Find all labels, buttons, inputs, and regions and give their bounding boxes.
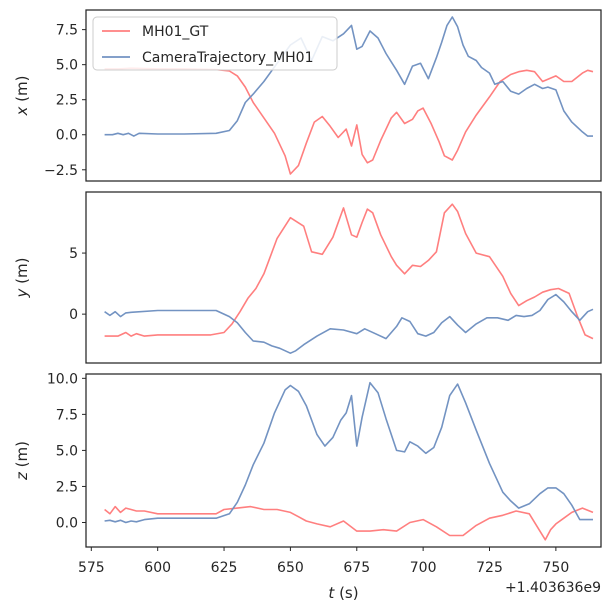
x-tick-label: 725: [476, 560, 503, 576]
y-tick-label: 5.0: [56, 443, 78, 459]
y-tick-label: 0.0: [56, 128, 78, 144]
x-offset-label: +1.403636e9: [505, 580, 601, 596]
series-line-camera: [104, 293, 594, 354]
y-tick-label: 2.5: [56, 93, 78, 109]
axes-frame: [85, 191, 602, 364]
series-line-camera: [104, 381, 593, 524]
y-tick-label: 7.5: [56, 23, 78, 39]
x-tick-label: 650: [277, 560, 304, 576]
y-tick-label: 10.0: [47, 371, 78, 387]
y-tick-label: 5.0: [56, 58, 78, 74]
y-tick-label: 0: [69, 307, 78, 323]
y-axis-label: x (m): [13, 76, 31, 117]
y-tick-label: −2.5: [44, 163, 78, 179]
x-tick-label: 625: [211, 560, 238, 576]
y-axis-label: z (m): [13, 441, 31, 481]
x-tick-label: 700: [410, 560, 437, 576]
x-tick-label: 675: [343, 560, 370, 576]
axes-frame: [85, 373, 602, 548]
y-tick-label: 7.5: [56, 407, 78, 423]
x-axis-label: t (s): [328, 584, 358, 602]
panel-3: 10.0 7.5 5.0 2.5 0.0 z (m) 575 600 625 650 675 700 7…: [13, 371, 602, 602]
panel-2: 5 0 y (m): [13, 191, 602, 364]
legend-label-gt: MH01_GT: [142, 24, 209, 40]
x-tick-label: 750: [543, 560, 570, 576]
series-line-camera: [104, 16, 593, 137]
y-tick-label: 5: [69, 246, 78, 262]
legend-box: [92, 16, 338, 71]
panel-1: 7.5 5.0 2.5 0.0 −2.5 x (m) MH01_GT CameraTrajec…: [13, 9, 602, 182]
y-tick-label: 2.5: [56, 479, 78, 495]
legend: MH01_GT CameraTrajectory_MH01: [92, 16, 338, 71]
series-line-gt: [104, 505, 594, 541]
y-axis-label: y (m): [13, 258, 31, 299]
series-line-gt: [104, 67, 594, 175]
legend-label-camera: CameraTrajectory_MH01: [142, 50, 314, 66]
x-tick-label: 575: [78, 560, 105, 576]
x-tick-label: 600: [144, 560, 171, 576]
axes-frame: [85, 9, 602, 182]
series-line-gt: [104, 203, 594, 340]
y-tick-label: 0.0: [56, 515, 78, 531]
